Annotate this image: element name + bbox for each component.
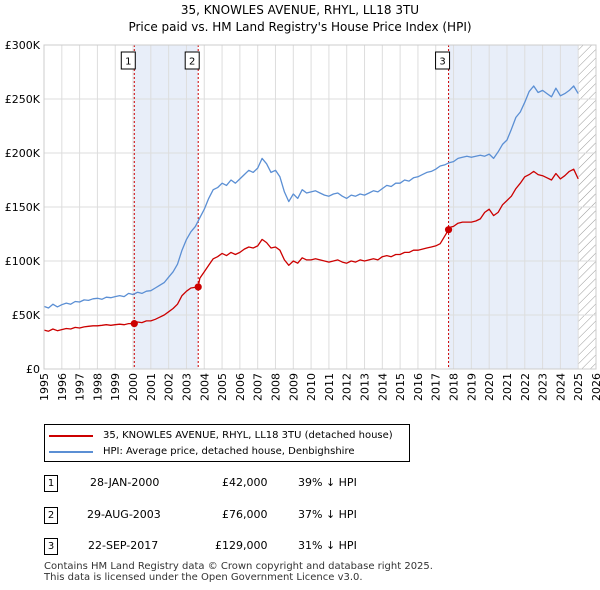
y-tick-label: £0 (26, 363, 40, 376)
x-tick-label: 2019 (465, 373, 478, 401)
y-tick-label: £300K (5, 39, 41, 52)
x-tick-label: 2006 (234, 373, 247, 401)
x-tick-label: 2025 (572, 373, 585, 401)
x-tick-label: 2001 (145, 373, 158, 401)
y-tick-label: £250K (5, 93, 41, 106)
plot-frame (43, 44, 597, 370)
x-tick-label: 2026 (590, 373, 600, 401)
x-tick-label: 2012 (341, 373, 354, 401)
x-tick-label: 2002 (163, 373, 176, 401)
sale-date: 22-SEP-2017 (88, 539, 159, 552)
legend-swatch-hpi (49, 450, 93, 453)
chart-subtitle: Price paid vs. HM Land Registry's House … (128, 20, 472, 34)
x-tick-label: 1999 (109, 373, 122, 401)
x-tick-label: 2016 (412, 373, 425, 401)
x-tick-label: 2020 (483, 373, 496, 401)
footer-line-1: Contains HM Land Registry data © Crown c… (44, 561, 433, 572)
sale-marker-box: 3 (44, 538, 58, 555)
sale-marker-box: 1 (44, 475, 58, 492)
x-tick-label: 1997 (74, 373, 87, 401)
sale-number-box (435, 51, 451, 70)
chart-legend: 35, KNOWLES AVENUE, RHYL, LL18 3TU (deta… (44, 424, 410, 462)
x-tick-label: 2005 (216, 373, 229, 401)
legend-label-hpi: HPI: Average price, detached house, Denb… (103, 446, 355, 457)
legend-item-hpi: HPI: Average price, detached house, Denb… (49, 446, 354, 457)
sale-hpi-delta: 31% ↓ HPI (298, 539, 357, 552)
x-tick-label: 1996 (56, 373, 69, 401)
y-tick-label: £200K (5, 147, 41, 160)
sale-price: £129,000 (215, 539, 268, 552)
footer-line-2: This data is licensed under the Open Gov… (44, 572, 363, 583)
sale-number-label: 2 (189, 57, 195, 68)
y-tick-label: £150K (5, 201, 41, 214)
sale-date: 29-AUG-2003 (87, 508, 161, 521)
x-tick-label: 2018 (448, 373, 461, 401)
x-tick-label: 2007 (252, 373, 265, 401)
y-tick-label: £50K (12, 309, 41, 322)
sale-marker-box: 2 (44, 507, 58, 524)
x-tick-label: 2017 (430, 373, 443, 401)
sale-date: 28-JAN-2000 (90, 476, 160, 489)
x-tick-label: 2021 (501, 373, 514, 401)
x-tick-label: 2022 (519, 373, 532, 401)
sale-price: £42,000 (222, 476, 268, 489)
sale-number-label: 3 (439, 57, 445, 68)
x-tick-label: 2008 (269, 373, 282, 401)
x-tick-label: 2003 (180, 373, 193, 401)
x-tick-label: 2013 (359, 373, 372, 401)
sale-hpi-delta: 39% ↓ HPI (298, 476, 357, 489)
x-tick-label: 1995 (38, 373, 51, 401)
footer-note: Contains HM Land Registry data © Crown c… (44, 561, 433, 583)
sale-number-box (184, 51, 200, 70)
sale-hpi-delta: 37% ↓ HPI (298, 508, 357, 521)
legend-label-property: 35, KNOWLES AVENUE, RHYL, LL18 3TU (deta… (103, 430, 393, 441)
legend-swatch-property (49, 434, 93, 437)
x-tick-label: 2004 (198, 373, 211, 401)
sale-point (444, 226, 453, 234)
chart-area: 1 2 3 £0 £50K £100K £150K £200K £250K £300K 1995 19… (5, 39, 600, 401)
hpi-series-line (43, 85, 579, 309)
sale-number-box (120, 51, 136, 70)
sale-point (194, 283, 202, 291)
x-tick-label: 2015 (394, 373, 407, 401)
x-tick-label: 2014 (376, 373, 389, 401)
sale-price: £76,000 (222, 508, 268, 521)
chart-title: 35, KNOWLES AVENUE, RHYL, LL18 3TU (180, 3, 420, 17)
sale-number-label: 1 (125, 57, 131, 68)
legend-item-property: 35, KNOWLES AVENUE, RHYL, LL18 3TU (deta… (49, 430, 393, 441)
x-tick-label: 1998 (91, 373, 104, 401)
sale-point (130, 320, 138, 328)
x-tick-label: 2011 (323, 373, 336, 401)
x-tick-label: 2000 (127, 373, 140, 401)
x-tick-label: 2023 (537, 373, 550, 401)
y-tick-label: £100K (5, 255, 41, 268)
x-tick-label: 2009 (287, 373, 300, 401)
x-tick-label: 2010 (305, 373, 318, 401)
x-tick-label: 2024 (554, 373, 567, 401)
